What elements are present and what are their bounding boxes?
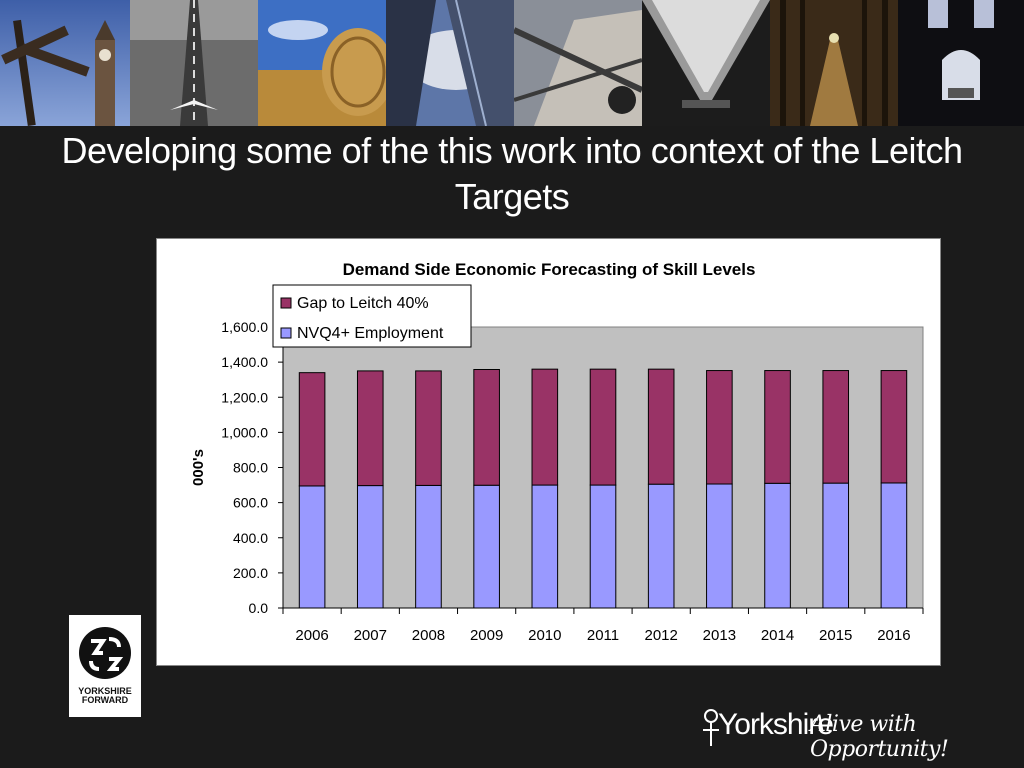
- photo-forest-path: [770, 0, 898, 126]
- x-tick-label: 2009: [470, 627, 503, 644]
- x-tick-label: 2012: [644, 627, 677, 644]
- bar-segment: [473, 369, 500, 486]
- bar-segment: [298, 372, 326, 487]
- y-axis-title: 000's: [190, 449, 207, 486]
- yorkshire-forward-logo: YORKSHIRE FORWARD: [69, 615, 141, 717]
- bar-segment: [415, 484, 442, 609]
- bar-segment: [647, 368, 675, 485]
- bar-segment: [531, 368, 559, 486]
- bar-segment: [415, 370, 442, 486]
- yorkshire-forward-emblem-icon: [79, 627, 131, 679]
- photo-glass-tower-clouds: [386, 0, 514, 126]
- bar-segment: [356, 485, 384, 609]
- bar-segment: [298, 485, 326, 609]
- brand-tagline: Alive with Opportunity!: [810, 712, 949, 762]
- yorkshire-brand-logo: Yorkshire Alive with Opportunity!: [700, 706, 1010, 762]
- slide-title-line-1: Developing some of the this work into co…: [61, 130, 963, 171]
- bar-segment: [473, 484, 500, 609]
- photo-signpost-clock-tower: [0, 0, 130, 126]
- logo-left-line-1: YORKSHIRE: [78, 686, 132, 696]
- y-tick-label: 0.0: [249, 600, 269, 616]
- glass-tower-clouds-image: [386, 0, 514, 126]
- x-tick-label: 2006: [295, 627, 328, 644]
- x-tick-label: 2016: [877, 627, 910, 644]
- y-tick-label: 1,400.0: [221, 354, 268, 370]
- steel-structure-sign-image: [514, 0, 642, 126]
- bar-segment: [589, 368, 617, 486]
- y-tick-label: 200.0: [233, 565, 268, 581]
- bar-segment: [356, 370, 384, 487]
- photo-dark-corridor-light: [898, 0, 1024, 126]
- runway-aircraft-image: [130, 0, 258, 126]
- slide-title-line-2: Targets: [454, 176, 570, 217]
- photo-runway-aircraft: [130, 0, 258, 126]
- x-tick-label: 2007: [354, 627, 387, 644]
- chart-panel: Demand Side Economic Forecasting of Skil…: [156, 238, 941, 666]
- x-tick-label: 2013: [703, 627, 736, 644]
- bar-segment: [589, 484, 617, 609]
- legend-swatch: [280, 327, 292, 339]
- x-tick-label: 2010: [528, 627, 561, 644]
- y-tick-label: 400.0: [233, 530, 268, 546]
- bar-segment: [822, 370, 850, 484]
- y-tick-label: 1,200.0: [221, 389, 268, 405]
- chart-legend: [272, 284, 472, 348]
- photo-strip: [0, 0, 1024, 126]
- logo-left-line-2: FORWARD: [81, 695, 129, 705]
- legend-swatch: [280, 297, 292, 309]
- legend-label: NVQ4+ Employment: [297, 325, 444, 342]
- photo-steel-structure-sign: [514, 0, 642, 126]
- bar-segment: [706, 370, 733, 485]
- x-tick-label: 2015: [819, 627, 852, 644]
- bar-segment: [706, 483, 733, 609]
- x-tick-label: 2011: [587, 627, 619, 644]
- signpost-clock-tower-image: [0, 0, 130, 126]
- bar-segment: [880, 370, 908, 484]
- slide-title: Developing some of the this work into co…: [60, 128, 964, 220]
- bar-segment: [764, 370, 791, 484]
- y-tick-label: 600.0: [233, 495, 268, 511]
- photo-hay-bale-field: [258, 0, 386, 126]
- brand-name: Yorkshire: [718, 708, 834, 741]
- y-tick-label: 1,000.0: [221, 424, 268, 440]
- x-tick-label: 2008: [412, 627, 445, 644]
- dark-corridor-light-image: [898, 0, 1024, 126]
- chart-title: Demand Side Economic Forecasting of Skil…: [343, 260, 756, 279]
- legend-label: Gap to Leitch 40%: [297, 295, 429, 312]
- bar-segment: [880, 482, 908, 609]
- bar-segment: [647, 483, 675, 609]
- rose-figure-icon: [703, 709, 719, 746]
- forest-path-image: [770, 0, 898, 126]
- bar-segment: [764, 482, 791, 609]
- bar-segment: [822, 482, 850, 609]
- photo-tunnel-ceiling: [642, 0, 770, 126]
- y-tick-label: 1,600.0: [221, 319, 268, 335]
- y-tick-label: 800.0: [233, 460, 268, 476]
- bar-segment: [531, 484, 559, 609]
- tunnel-ceiling-image: [642, 0, 770, 126]
- stacked-bar-chart: Demand Side Economic Forecasting of Skil…: [190, 260, 924, 644]
- x-tick-label: 2014: [761, 627, 794, 644]
- hay-bale-field-image: [258, 0, 386, 126]
